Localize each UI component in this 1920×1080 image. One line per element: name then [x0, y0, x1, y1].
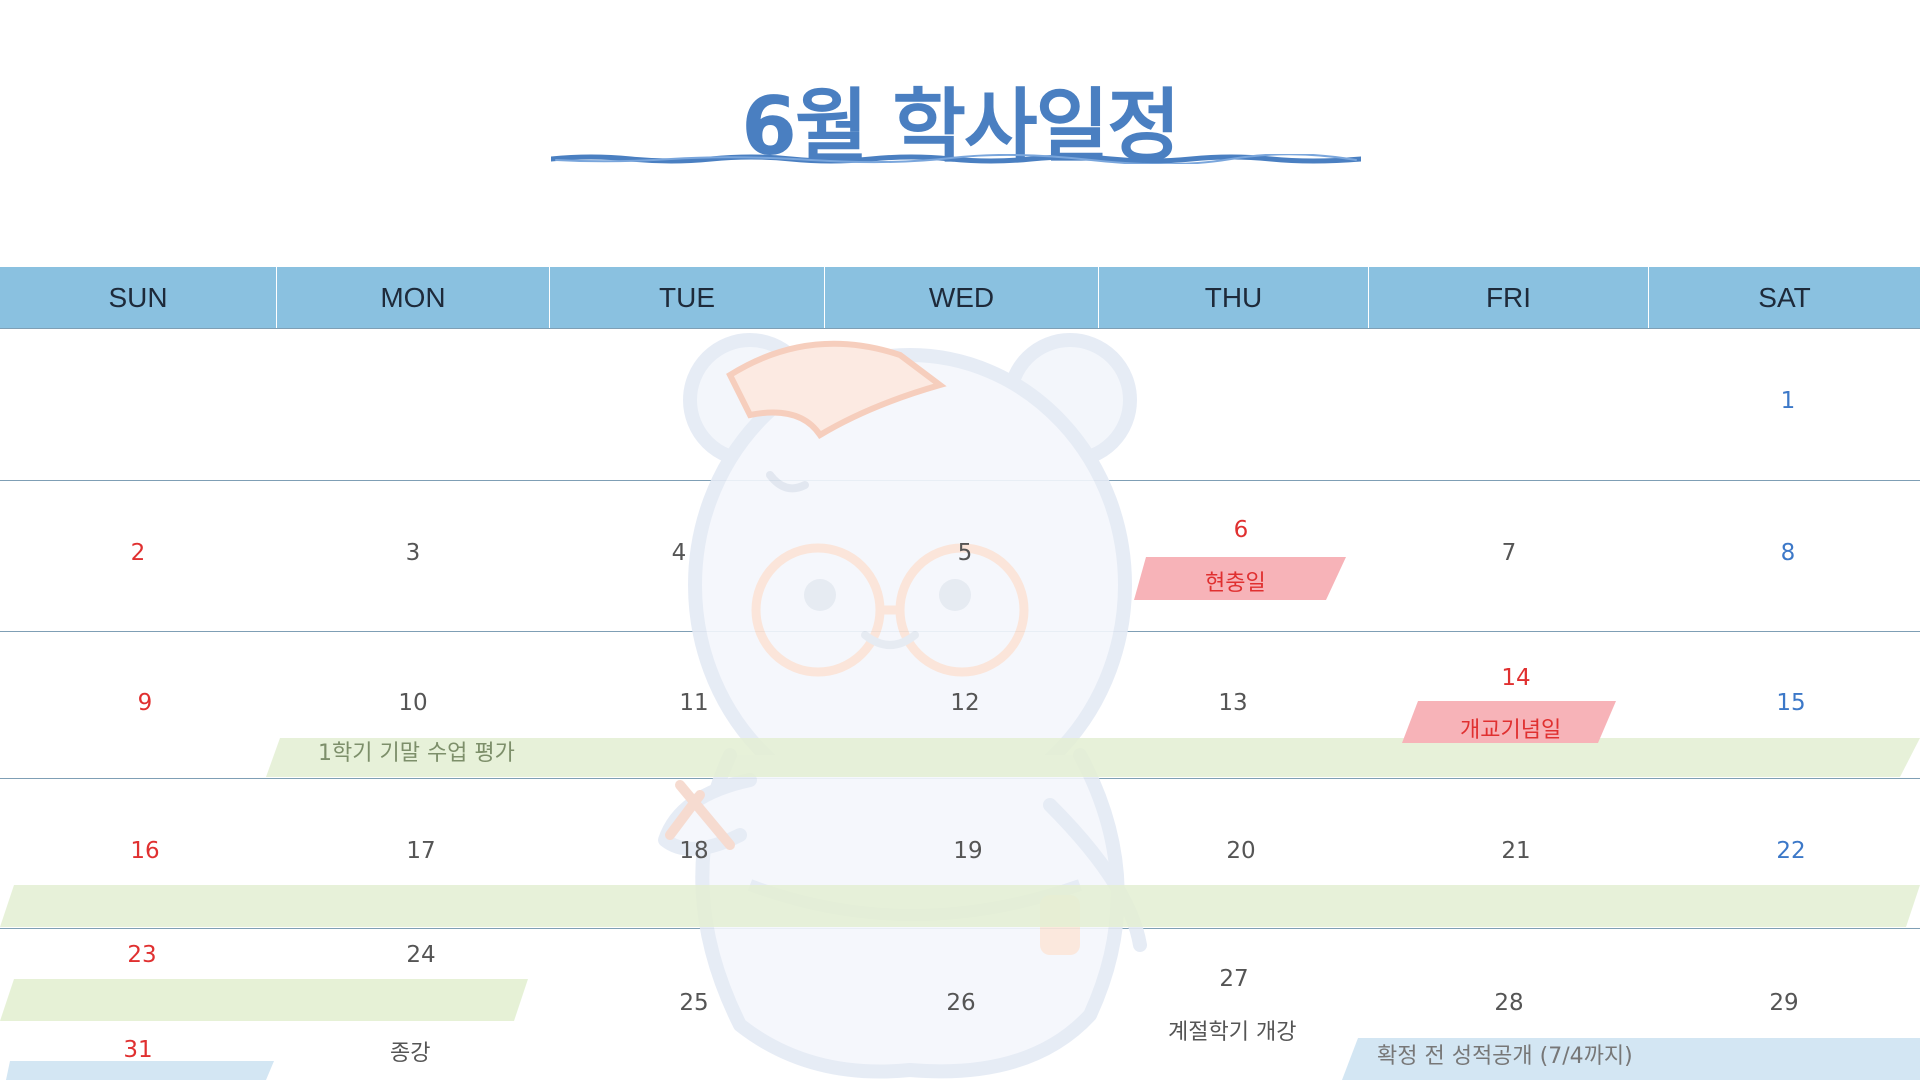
date-31[interactable]: 31	[123, 1037, 153, 1063]
date-9[interactable]: 9	[137, 690, 153, 716]
last-class-label: 종강	[390, 1041, 431, 1066]
summer-session-label: 계절학기 개강	[1168, 1020, 1297, 1045]
weekday-wed: WED	[824, 267, 1098, 329]
date-3[interactable]: 3	[405, 540, 421, 566]
weekday-thu: THU	[1098, 267, 1368, 329]
date-26[interactable]: 26	[946, 990, 976, 1016]
date-13[interactable]: 13	[1218, 690, 1248, 716]
date-15[interactable]: 15	[1776, 690, 1806, 716]
eval-band-week4	[0, 885, 1920, 927]
date-7[interactable]: 7	[1501, 540, 1517, 566]
date-1[interactable]: 1	[1780, 388, 1796, 414]
weekday-header: SUN MON TUE WED THU FRI SAT	[0, 267, 1920, 329]
grades-band	[1342, 1038, 1920, 1080]
date-28[interactable]: 28	[1494, 990, 1524, 1016]
date-19[interactable]: 19	[953, 838, 983, 864]
founding-day-label: 개교기념일	[1460, 718, 1562, 743]
blue-band-31	[6, 1061, 274, 1080]
eval-band-week5	[0, 979, 528, 1021]
date-10[interactable]: 10	[398, 690, 428, 716]
date-22[interactable]: 22	[1776, 838, 1806, 864]
date-20[interactable]: 20	[1226, 838, 1256, 864]
date-17[interactable]: 17	[406, 838, 436, 864]
date-21[interactable]: 21	[1501, 838, 1531, 864]
weekday-sat: SAT	[1648, 267, 1920, 329]
eval-label: 1학기 기말 수업 평가	[318, 741, 515, 766]
date-27[interactable]: 27	[1219, 966, 1249, 992]
grades-label: 확정 전 성적공개 (7/4까지)	[1377, 1044, 1633, 1069]
row-divider	[0, 328, 1920, 329]
date-12[interactable]: 12	[950, 690, 980, 716]
eval-band-week3	[266, 738, 1920, 777]
weekday-mon: MON	[276, 267, 549, 329]
date-5[interactable]: 5	[957, 540, 973, 566]
memorial-day-label: 현충일	[1205, 571, 1266, 596]
date-25[interactable]: 25	[679, 990, 709, 1016]
date-23[interactable]: 23	[127, 942, 157, 968]
weekday-fri: FRI	[1368, 267, 1648, 329]
date-2[interactable]: 2	[130, 540, 146, 566]
weekday-sun: SUN	[108, 282, 168, 313]
date-14[interactable]: 14	[1501, 665, 1531, 691]
bear-mascot-icon	[658, 333, 1147, 1079]
date-16[interactable]: 16	[130, 838, 160, 864]
date-4[interactable]: 4	[671, 540, 687, 566]
memorial-day-band	[1134, 557, 1346, 600]
founding-day-band	[1402, 701, 1616, 743]
title-underline	[551, 154, 1361, 164]
date-29[interactable]: 29	[1769, 990, 1799, 1016]
date-18[interactable]: 18	[679, 838, 709, 864]
weekday-tue: TUE	[549, 267, 824, 329]
date-11[interactable]: 11	[679, 690, 709, 716]
date-6[interactable]: 6	[1233, 517, 1249, 543]
date-8[interactable]: 8	[1780, 540, 1796, 566]
date-24[interactable]: 24	[406, 942, 436, 968]
